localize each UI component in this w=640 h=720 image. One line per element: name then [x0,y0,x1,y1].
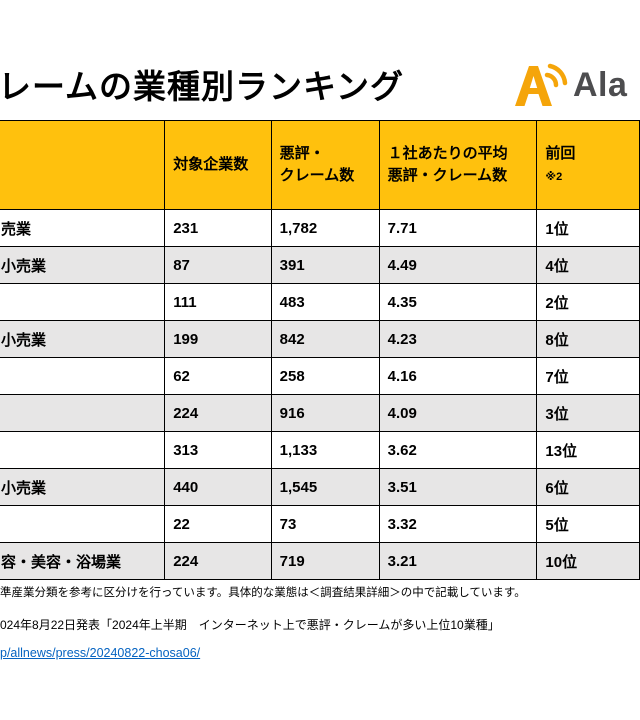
prev-rank-cell: 7位 [536,357,640,395]
claims-cell: 483 [270,283,380,321]
header-average-line1: １社あたりの平均 [387,144,508,162]
avg-cell: 3.62 [378,431,538,469]
press-release-link[interactable]: p/allnews/press/20240822-chosa06/ [0,646,201,660]
claims-cell: 258 [270,357,380,395]
industry-cell: 小売業 [0,246,166,284]
companies-cell: 224 [164,542,272,580]
table-row: 313 1,133 3.62 13位 [0,431,640,469]
header-average-line2: 悪評・クレーム数 [387,167,508,184]
industry-cell [0,283,166,321]
claims-cell: 842 [270,320,380,358]
table-row: 売業 231 1,782 7.71 1位 [0,209,640,247]
industry-cell [0,431,166,469]
header-claims-line2: クレーム数 [279,167,355,184]
claims-cell: 719 [270,542,380,580]
footnote-1: 準産業分類を参考に区分けを行っています。具体的な業態は＜調査結果詳細＞の中で記載… [0,587,526,599]
avg-cell: 7.71 [378,209,538,247]
industry-cell: 容・美容・浴場業 [0,542,166,580]
prev-rank-cell: 2位 [536,283,640,321]
table-row: 62 258 4.16 7位 [0,357,640,395]
industry-cell [0,394,166,432]
prev-rank-cell: 8位 [536,320,640,358]
alarmbox-logo-icon [515,63,568,106]
header-companies: 対象企業数 [164,120,272,210]
avg-cell: 3.21 [378,542,538,580]
avg-cell: 4.23 [378,320,538,358]
companies-cell: 313 [164,431,272,469]
table-row: 22 73 3.32 5位 [0,505,640,543]
companies-cell: 231 [164,209,272,247]
avg-cell: 4.09 [378,394,538,432]
companies-cell: 111 [164,283,272,321]
companies-cell: 87 [164,246,272,284]
prev-rank-cell: 6位 [536,468,640,506]
table-row: 小売業 87 391 4.49 4位 [0,246,640,284]
avg-cell: 4.49 [378,246,538,284]
claims-cell: 1,133 [270,431,380,469]
footnote-2: 024年8月22日発表「2024年上半期 インターネット上で悪評・クレームが多い… [0,618,500,632]
companies-cell: 62 [164,357,272,395]
avg-cell: 3.32 [378,505,538,543]
ranking-table: 対象企業数 悪評・ クレーム数 １社あたりの平均 悪評・クレーム数 前回 ※2 [0,120,640,580]
claims-cell: 916 [270,394,380,432]
table-row: 容・美容・浴場業 224 719 3.21 10位 [0,542,640,580]
header-previous-line1: 前回 [545,144,576,162]
claims-cell: 73 [270,505,380,543]
header-row: 対象企業数 悪評・ クレーム数 １社あたりの平均 悪評・クレーム数 前回 ※2 [0,120,640,210]
prev-rank-cell: 5位 [536,505,640,543]
logo: Ala [514,62,627,108]
claims-cell: 391 [270,246,380,284]
claims-cell: 1,782 [270,209,380,247]
companies-cell: 22 [164,505,272,543]
claims-cell: 1,545 [270,468,380,506]
industry-cell: 売業 [0,209,166,247]
industry-cell [0,505,166,543]
table-row: 小売業 199 842 4.23 8位 [0,320,640,358]
table-row: 小売業 440 1,545 3.51 6位 [0,468,640,506]
industry-cell: 小売業 [0,320,166,358]
avg-cell: 4.35 [378,283,538,321]
ranking-table-wrap: 対象企業数 悪評・ クレーム数 １社あたりの平均 悪評・クレーム数 前回 ※2 [0,120,640,580]
prev-rank-cell: 10位 [536,542,640,580]
avg-cell: 4.16 [378,357,538,395]
header-previous-rank: 前回 ※2 [536,120,640,210]
header-claims-line1: 悪評・ [279,144,325,162]
header-previous-note: ※2 [545,171,563,183]
companies-cell: 440 [164,468,272,506]
prev-rank-cell: 1位 [536,209,640,247]
header-industry [0,120,166,210]
avg-cell: 3.51 [378,468,538,506]
industry-cell [0,357,166,395]
logo-text: Ala [573,65,628,104]
header-average: １社あたりの平均 悪評・クレーム数 [378,120,538,210]
table-row: 224 916 4.09 3位 [0,394,640,432]
table-row: 111 483 4.35 2位 [0,283,640,321]
header-claims: 悪評・ クレーム数 [270,120,380,210]
prev-rank-cell: 4位 [536,246,640,284]
prev-rank-cell: 3位 [536,394,640,432]
prev-rank-cell: 13位 [536,431,640,469]
companies-cell: 199 [164,320,272,358]
industry-cell: 小売業 [0,468,166,506]
page-title: レームの業種別ランキング [0,68,405,105]
companies-cell: 224 [164,394,272,432]
